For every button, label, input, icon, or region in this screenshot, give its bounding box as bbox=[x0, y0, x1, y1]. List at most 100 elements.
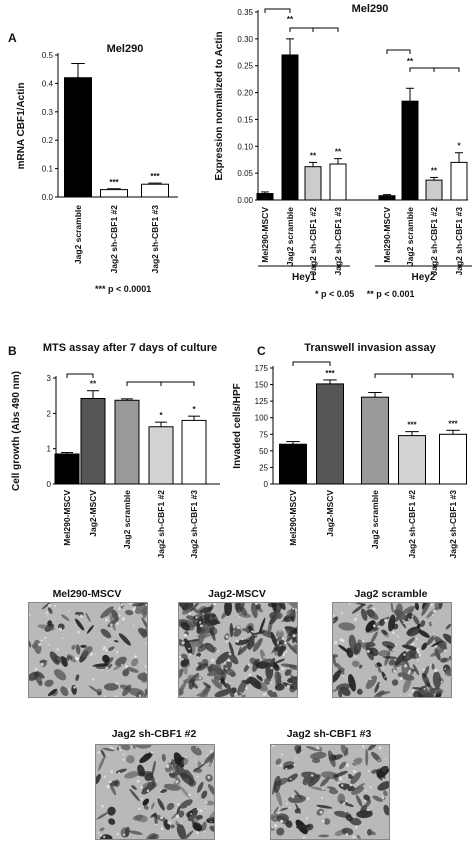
cell-blob bbox=[115, 656, 127, 667]
cell-blob bbox=[347, 774, 353, 779]
cell-blob bbox=[414, 603, 419, 611]
cell-blob bbox=[196, 652, 202, 658]
cell-blob bbox=[109, 782, 117, 796]
cell-blob bbox=[66, 654, 77, 663]
bar bbox=[114, 399, 140, 485]
bar bbox=[141, 183, 169, 198]
bar bbox=[329, 163, 347, 201]
pore-dot bbox=[444, 668, 447, 670]
cell-blob bbox=[419, 688, 434, 697]
cell-blob bbox=[204, 642, 216, 653]
cell-blob bbox=[365, 799, 371, 807]
pore-dot bbox=[94, 653, 96, 655]
pore-dot bbox=[140, 797, 143, 800]
cell-blob bbox=[122, 684, 132, 697]
x-category-label: Jag2 sh-CBF1 #2 bbox=[407, 490, 417, 559]
pore-dot bbox=[107, 640, 109, 642]
cell-blob bbox=[191, 607, 203, 616]
pore-dot bbox=[89, 652, 93, 656]
pore-dot bbox=[155, 823, 158, 827]
pore-dot bbox=[150, 751, 154, 754]
pore-dot bbox=[403, 653, 406, 656]
significance-stars: *** bbox=[407, 421, 417, 430]
bar bbox=[398, 435, 426, 485]
pore-dot bbox=[404, 664, 408, 668]
cell-blob bbox=[179, 681, 187, 696]
pore-dot bbox=[292, 634, 296, 638]
cell-blob bbox=[241, 680, 253, 684]
pore-dot bbox=[184, 756, 187, 758]
x-category-label: Jag2 sh-CBF1 #3 bbox=[189, 490, 199, 559]
pore-dot bbox=[61, 637, 64, 639]
cell-blob bbox=[197, 761, 202, 769]
cell-blob bbox=[221, 610, 228, 619]
cell-blob bbox=[383, 804, 389, 816]
pore-dot bbox=[225, 640, 228, 643]
pore-dot bbox=[321, 788, 324, 791]
cell-blob bbox=[346, 647, 354, 658]
pore-dot bbox=[146, 789, 150, 792]
pore-dot bbox=[411, 615, 414, 617]
chart-title: Mel290 bbox=[107, 43, 144, 55]
cell-blob bbox=[100, 606, 114, 619]
pore-dot bbox=[378, 759, 381, 761]
pore-dot bbox=[97, 832, 100, 834]
cell-blob bbox=[428, 621, 433, 627]
pore-dot bbox=[69, 659, 71, 662]
pore-dot bbox=[210, 750, 213, 753]
pore-dot bbox=[103, 835, 106, 839]
cell-blob bbox=[388, 659, 396, 666]
pore-dot bbox=[196, 692, 199, 695]
pore-dot bbox=[92, 678, 95, 681]
cell-blob bbox=[271, 641, 282, 654]
pore-dot bbox=[274, 818, 276, 820]
significance-bracket bbox=[289, 27, 339, 32]
cell-blob bbox=[151, 760, 156, 775]
cell-blob bbox=[372, 795, 383, 802]
cell-blob bbox=[270, 631, 278, 647]
cell-blob bbox=[296, 824, 311, 829]
cell-blob bbox=[405, 637, 416, 646]
pore-dot bbox=[212, 603, 216, 606]
cell-blob bbox=[181, 603, 194, 611]
pore-dot bbox=[144, 665, 147, 668]
cell-blob bbox=[288, 664, 297, 671]
pore-dot bbox=[293, 763, 296, 766]
pore-dot bbox=[393, 667, 395, 670]
cell-blob bbox=[141, 691, 147, 697]
cell-blob bbox=[122, 668, 130, 677]
pore-dot bbox=[44, 637, 47, 639]
cell-blob bbox=[350, 772, 362, 785]
cell-blob bbox=[196, 627, 206, 635]
pore-dot bbox=[204, 807, 207, 810]
cell-blob bbox=[421, 603, 431, 616]
pore-dot bbox=[244, 644, 246, 646]
cell-blob bbox=[252, 658, 260, 672]
y-tick-label: 150 bbox=[255, 381, 269, 390]
cell-blob bbox=[356, 810, 373, 819]
cell-blob bbox=[111, 609, 119, 621]
y-tick-label: 0.5 bbox=[42, 51, 54, 60]
cell-blob bbox=[131, 658, 139, 667]
pore-dot bbox=[58, 627, 62, 631]
cell-blob bbox=[181, 621, 190, 631]
y-axis-label: mRNA CBF1/Actin bbox=[16, 83, 27, 170]
cell-blob bbox=[376, 765, 389, 778]
pore-dot bbox=[408, 669, 412, 673]
y-tick-label: 0.00 bbox=[237, 196, 253, 205]
pore-dot bbox=[40, 662, 44, 667]
pore-dot bbox=[371, 603, 374, 605]
pore-dot bbox=[245, 686, 248, 690]
cell-blob bbox=[271, 603, 277, 614]
cell-blob bbox=[44, 679, 54, 687]
pore-dot bbox=[207, 776, 211, 779]
pore-dot bbox=[348, 603, 351, 605]
micrograph-image bbox=[270, 744, 390, 840]
cell-blob bbox=[273, 806, 279, 814]
pore-dot bbox=[353, 817, 356, 819]
pore-dot bbox=[236, 639, 239, 643]
pore-dot bbox=[195, 747, 198, 749]
bar bbox=[439, 433, 467, 485]
cell-blob bbox=[255, 603, 262, 610]
bar bbox=[361, 396, 389, 485]
